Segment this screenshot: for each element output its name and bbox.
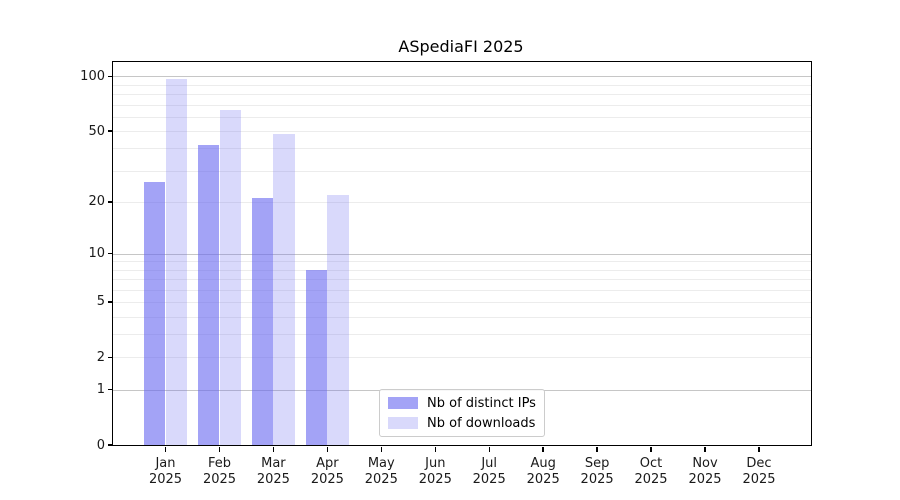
x-tick-label-oct: Oct 2025 [634, 456, 668, 487]
x-tick-label-apr: Apr 2025 [310, 456, 344, 487]
y-tick-label: 0 [96, 437, 105, 453]
gridline-minor [113, 316, 811, 318]
legend-swatch-distinct-ips [388, 397, 418, 409]
y-tick-label: 5 [96, 294, 105, 310]
gridline-minor [113, 84, 811, 86]
y-tick-mark [108, 130, 113, 132]
x-tick-label-nov: Nov 2025 [688, 456, 722, 487]
chart-title: ASpediaFI 2025 [398, 37, 524, 56]
gridline-minor [113, 170, 811, 172]
gridline-minor [113, 289, 811, 291]
legend-item-downloads: Nb of downloads [388, 416, 544, 431]
x-tick-label-sep: Sep 2025 [580, 456, 614, 487]
gridline-minor [113, 131, 811, 132]
x-tick-label-may: May 2025 [364, 456, 398, 487]
gridline-minor [113, 104, 811, 106]
bar-nb-of-distinct-ips-jan [143, 181, 166, 445]
bar-nb-of-distinct-ips-feb [197, 144, 220, 445]
x-tick-label-aug: Aug 2025 [526, 456, 560, 487]
x-tick-mark [542, 446, 544, 452]
y-tick-mark [108, 252, 113, 255]
gridline-minor [113, 357, 811, 359]
bar-nb-of-downloads-feb [219, 110, 242, 445]
gridline-minor [113, 301, 811, 303]
gridline-minor [113, 148, 811, 150]
bar-nb-of-distinct-ips-apr [305, 269, 328, 445]
gridline-minor [113, 269, 811, 271]
gridline-minor [113, 201, 811, 203]
legend-label-downloads: Nb of downloads [427, 415, 536, 431]
gridline-major [113, 253, 811, 255]
x-tick-mark [272, 446, 275, 452]
x-tick-mark [380, 446, 383, 452]
legend: Nb of distinct IPs Nb of downloads [379, 389, 545, 437]
legend-label-distinct-ips: Nb of distinct IPs [427, 395, 536, 411]
bar-nb-of-downloads-mar [273, 134, 295, 445]
gridline-major [113, 76, 811, 78]
y-tick-mark [108, 301, 113, 303]
bar-nb-of-distinct-ips-mar [251, 198, 274, 445]
y-tick-label: 2 [96, 349, 105, 365]
x-tick-mark [704, 446, 706, 452]
y-tick-mark [108, 201, 113, 203]
gridline-minor [113, 116, 811, 118]
x-tick-label-jun: Jun 2025 [418, 456, 452, 487]
gridline-minor [113, 278, 811, 280]
y-tick-label: 100 [80, 68, 105, 84]
plot-area: 0 1 2 5 10 20 50 100 Jan 2025 Feb 2025 Mar 2025 Apr… [80, 61, 812, 487]
x-tick-mark [758, 446, 760, 452]
y-tick-mark [108, 356, 113, 358]
legend-item-distinct-ips: Nb of distinct IPs [388, 396, 544, 411]
y-tick-label: 1 [96, 382, 105, 398]
gridline-minor [113, 94, 811, 96]
x-tick-mark [650, 446, 652, 452]
x-tick-label-jan: Jan 2025 [148, 456, 183, 487]
x-tick-mark [488, 446, 490, 452]
x-tick-label-mar: Mar 2025 [256, 456, 290, 487]
legend-swatch-downloads [388, 417, 418, 429]
x-tick-mark [326, 446, 329, 452]
x-tick-label-dec: Dec 2025 [742, 456, 776, 487]
y-tick-mark [108, 444, 113, 446]
y-tick-label: 50 [88, 123, 105, 139]
bar-nb-of-downloads-apr [327, 194, 349, 445]
x-tick-mark [164, 446, 167, 452]
x-tick-label-jul: Jul 2025 [472, 456, 506, 487]
y-tick-mark [108, 75, 113, 78]
y-tick-mark [108, 388, 113, 391]
gridline-minor [113, 334, 811, 336]
x-tick-mark [434, 446, 436, 452]
x-tick-mark [218, 446, 221, 452]
gridline-minor [113, 261, 811, 263]
x-tick-label-feb: Feb 2025 [202, 456, 237, 487]
x-tick-mark [596, 446, 598, 452]
bar-nb-of-downloads-jan [165, 78, 188, 445]
y-tick-label: 20 [88, 194, 105, 210]
y-tick-label: 10 [88, 246, 105, 261]
